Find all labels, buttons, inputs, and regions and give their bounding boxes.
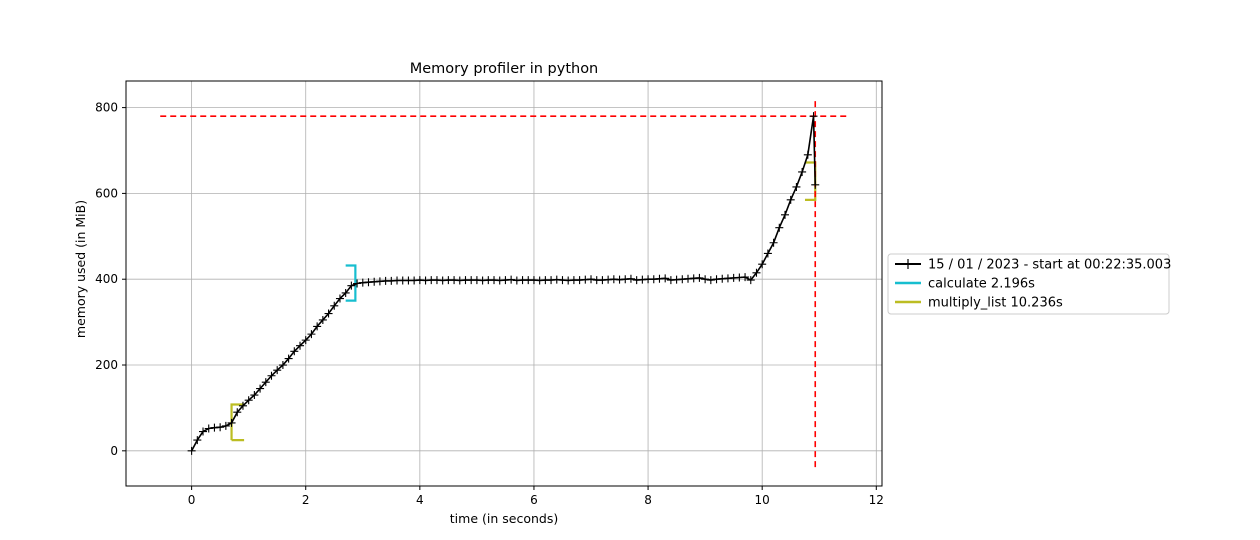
memory-point: [792, 182, 801, 191]
legend-box: [887, 253, 1170, 315]
legend-label-multiply-list: multiply_list 10.236s: [928, 296, 1063, 311]
memory-point: [763, 249, 772, 258]
memory-point: [335, 294, 344, 303]
x-tick-label: 4: [416, 493, 424, 507]
memory-point: [661, 274, 670, 283]
memory-point: [261, 378, 270, 387]
memory-point: [746, 276, 755, 285]
memory-point: [706, 276, 715, 285]
memory-point: [193, 436, 202, 445]
y-tick-label: 400: [95, 272, 118, 286]
memory-point: [187, 446, 196, 455]
axis-ticks: 0 2 4 6 8 10 12 0 200 400 600 800: [95, 101, 884, 507]
y-tick-label: 800: [95, 101, 118, 115]
memory-point: [244, 396, 253, 405]
chart-title: Memory profiler in python: [410, 61, 599, 77]
x-tick-label: 12: [869, 493, 884, 507]
y-tick-label: 200: [95, 358, 118, 372]
memory-point: [353, 279, 362, 288]
y-axis-label: memory used (in MiB): [73, 200, 88, 338]
memory-point: [626, 274, 635, 283]
x-axis-label: time (in seconds): [450, 511, 558, 526]
memory-point: [809, 112, 818, 121]
memory-point: [227, 418, 236, 427]
memory-point: [273, 366, 282, 375]
memory-point: [507, 275, 516, 284]
y-tick-label: 600: [95, 186, 118, 200]
memory-point: [233, 408, 242, 417]
memory-point: [250, 391, 259, 400]
memory-point: [781, 210, 790, 219]
memory-point: [695, 273, 704, 282]
memory-point: [769, 238, 778, 247]
x-tick-label: 2: [302, 493, 310, 507]
memory-point: [318, 315, 327, 324]
memory-point: [775, 223, 784, 232]
memory-point: [278, 361, 287, 370]
y-tick-label: 0: [110, 444, 118, 458]
memory-point: [221, 421, 230, 430]
memory-point: [301, 336, 310, 345]
x-tick-label: 10: [755, 493, 770, 507]
plot-frame: [125, 80, 883, 487]
memory-point: [701, 275, 710, 284]
memory-point: [786, 195, 795, 204]
memory-point: [267, 371, 276, 380]
legend: 15 / 01 / 2023 - start at 00:22:35.003 c…: [887, 253, 1171, 315]
memory-point: [341, 288, 350, 297]
memory-point: [347, 281, 356, 290]
memory-point: [199, 427, 208, 436]
memory-point: [290, 347, 299, 356]
memory-point: [752, 268, 761, 277]
memory-point: [741, 273, 750, 282]
memory-point: [803, 150, 812, 159]
x-tick-label: 6: [530, 493, 538, 507]
memory-point: [324, 309, 333, 318]
memory-point: [238, 401, 247, 410]
memory-point: [284, 354, 293, 363]
memory-point: [811, 180, 820, 189]
memory-point: [256, 384, 265, 393]
memory-point: [216, 423, 225, 432]
function-marker-bracket: [230, 403, 245, 442]
memory-point: [307, 330, 316, 339]
memory-point: [313, 322, 322, 331]
memory-point: [798, 167, 807, 176]
memory-point: [758, 260, 767, 269]
legend-label-calculate: calculate 2.196s: [928, 277, 1035, 292]
memory-series: [187, 112, 820, 455]
peak-lines: [160, 98, 848, 468]
memory-point: [330, 301, 339, 310]
memory-point: [587, 275, 596, 284]
x-tick-label: 8: [644, 493, 652, 507]
memory-point: [204, 424, 213, 433]
legend-label-memory: 15 / 01 / 2023 - start at 00:22:35.003: [928, 258, 1171, 273]
x-tick-label: 0: [188, 493, 196, 507]
memory-point: [296, 341, 305, 350]
